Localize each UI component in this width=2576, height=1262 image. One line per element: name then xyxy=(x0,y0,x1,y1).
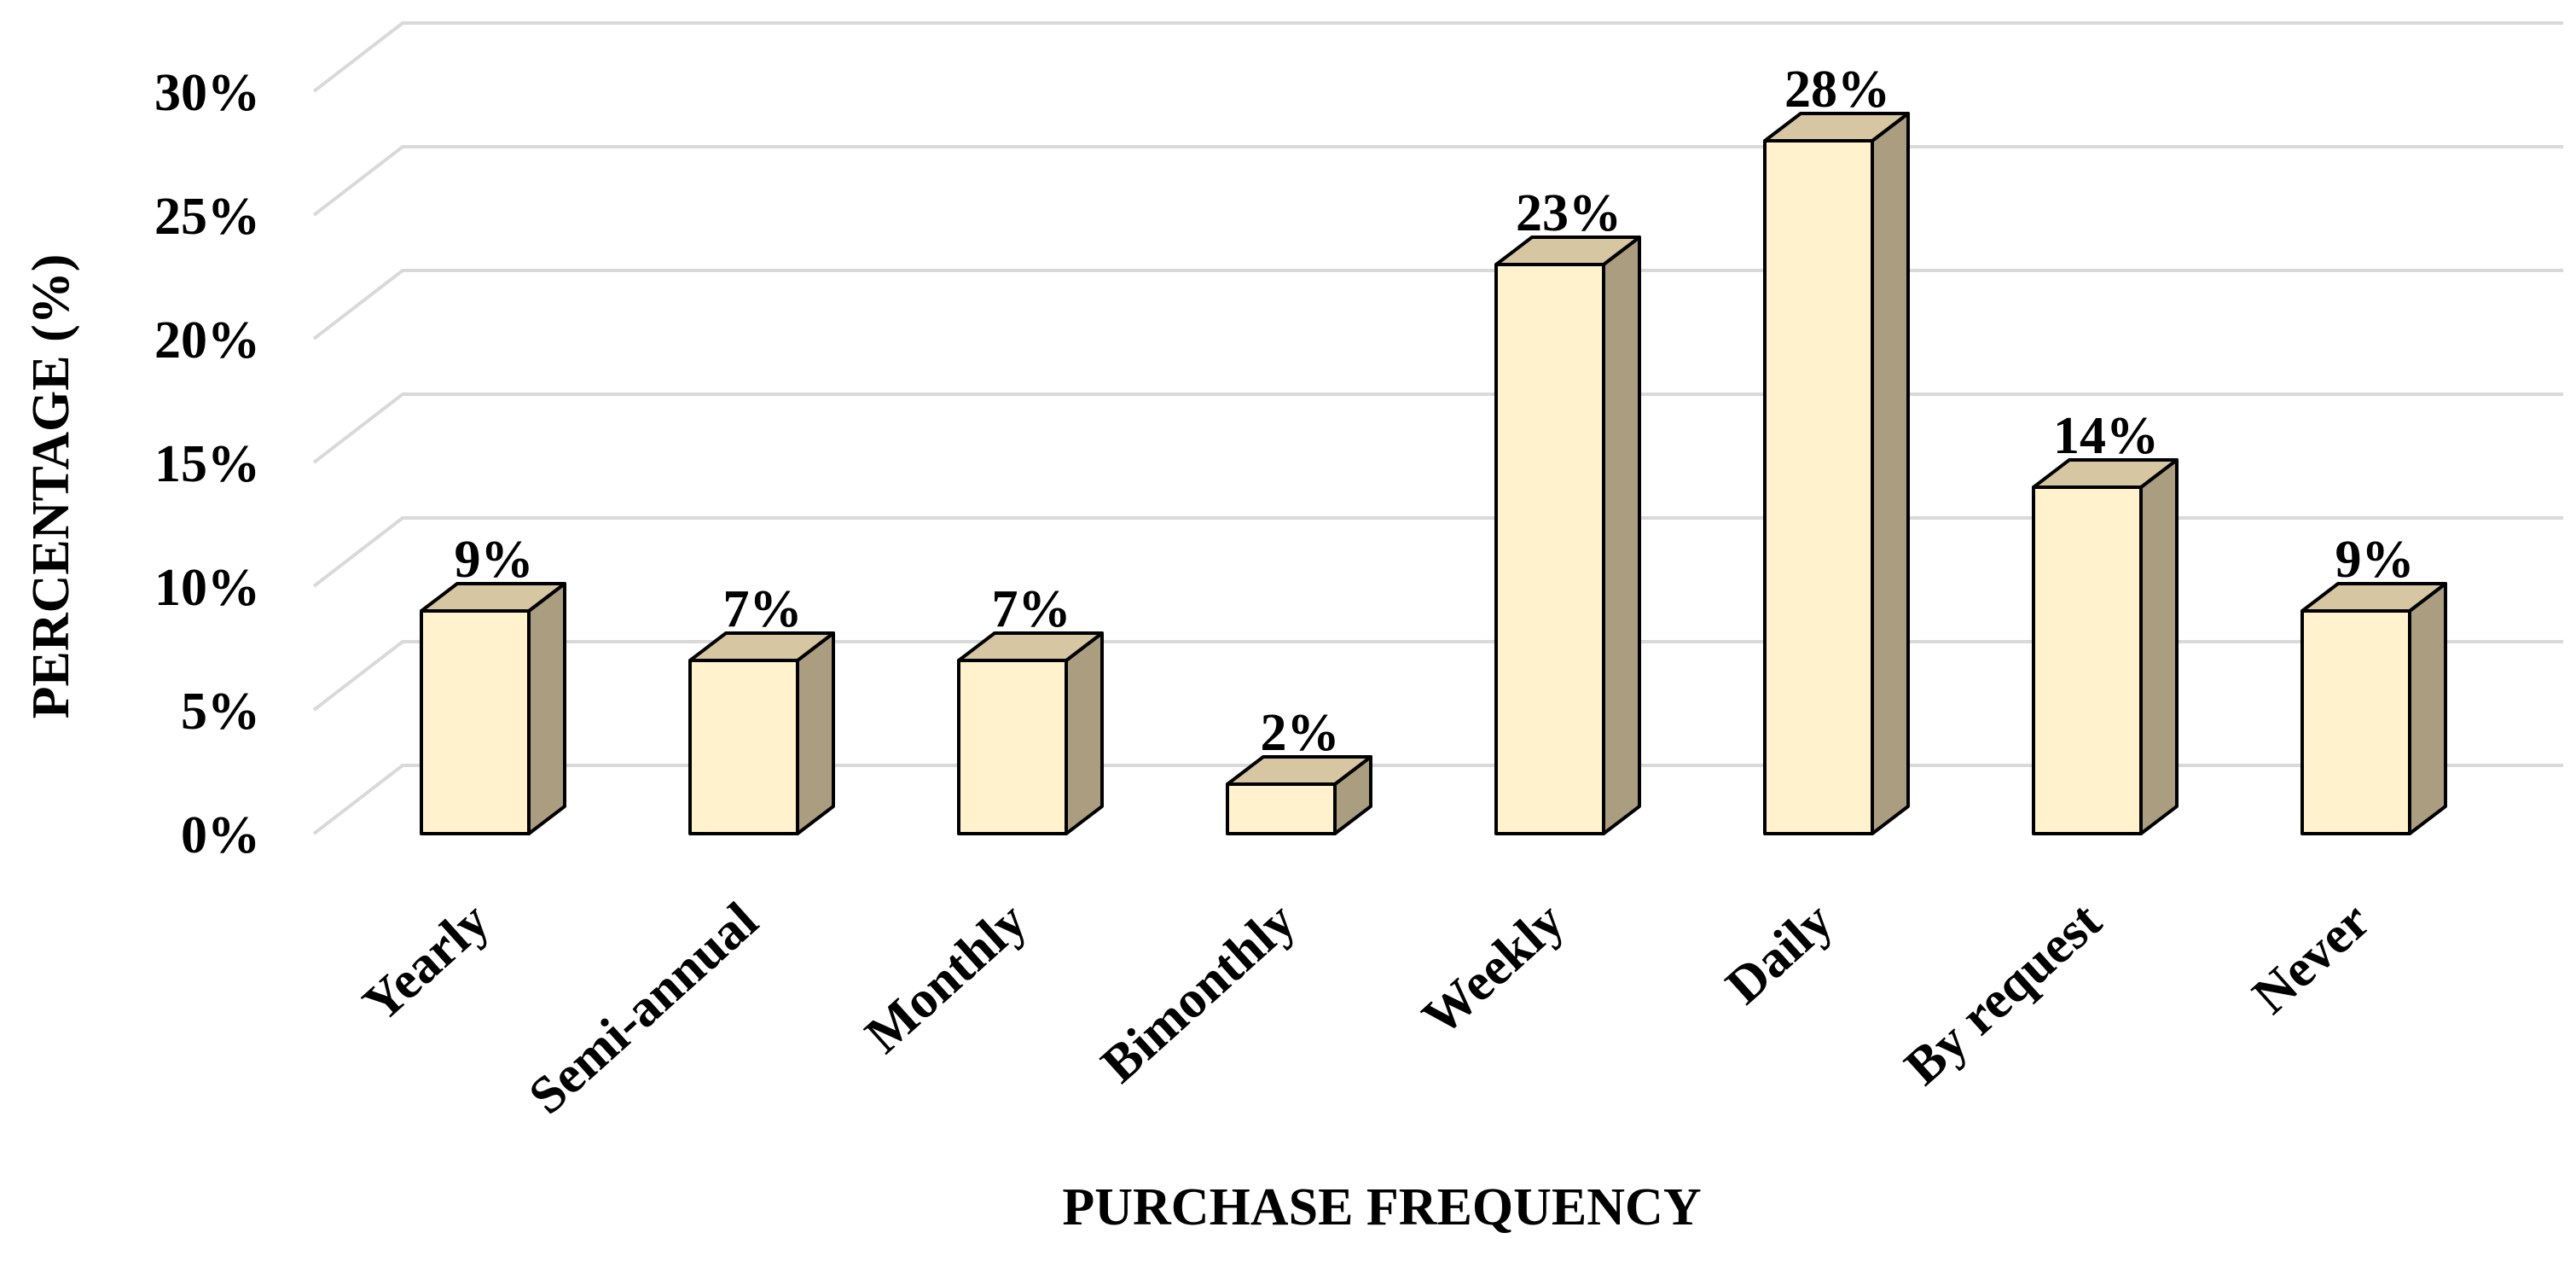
data-label: 7% xyxy=(992,580,1071,638)
bar-front xyxy=(957,659,1068,835)
bar-side xyxy=(1602,236,1641,835)
bar-front xyxy=(1494,263,1605,835)
data-label: 23% xyxy=(1516,184,1622,242)
y-tick-label: 25% xyxy=(154,188,260,246)
gridline xyxy=(312,393,2563,464)
bar-side xyxy=(1065,631,1104,835)
y-axis-ticks: 0% 5% 10% 15% 20% 25% 30% xyxy=(154,64,260,864)
bar-side xyxy=(527,582,566,835)
y-tick-label: 15% xyxy=(154,435,260,493)
data-label: 7% xyxy=(723,580,803,638)
gridline xyxy=(312,516,2563,588)
bars xyxy=(420,112,2447,835)
bar-side xyxy=(2408,582,2447,835)
x-tick-label: Bimonthly xyxy=(1090,892,1306,1094)
bar-front xyxy=(688,659,799,835)
data-label: 2% xyxy=(1261,704,1340,762)
bar xyxy=(688,631,835,835)
bar xyxy=(957,631,1104,835)
x-tick-label: Weekly xyxy=(1412,892,1575,1047)
bar-front xyxy=(420,609,531,835)
x-tick-label: Monthly xyxy=(855,892,1037,1065)
bar-side xyxy=(2139,458,2179,835)
x-tick-label: Daily xyxy=(1715,892,1843,1015)
gridline xyxy=(312,21,2563,93)
y-tick-label: 20% xyxy=(154,311,260,369)
bar xyxy=(2300,582,2447,835)
x-tick-label: Yearly xyxy=(352,892,500,1033)
x-axis-title: PURCHASE FREQUENCY xyxy=(1062,1178,1701,1236)
gridline xyxy=(312,269,2563,340)
bar xyxy=(2032,458,2179,835)
x-tick-label: Never xyxy=(2242,892,2381,1025)
y-tick-label: 0% xyxy=(181,806,260,864)
y-axis-title: PERCENTAGE (%) xyxy=(22,254,80,719)
bar-side xyxy=(1871,112,1910,835)
data-labels: 9% 7% 7% 2% 23% 28% 14% 9% xyxy=(455,61,2415,762)
gridline xyxy=(312,764,2563,835)
y-tick-label: 30% xyxy=(154,64,260,122)
data-label: 9% xyxy=(455,531,534,589)
x-axis-ticks: Yearly Semi-annual Monthly Bimonthly Weekly D… xyxy=(352,892,2381,1125)
bar xyxy=(1226,755,1372,835)
gridline xyxy=(312,640,2563,712)
bar-side xyxy=(796,631,835,835)
bar-front xyxy=(1763,139,1874,835)
bar-front xyxy=(1226,782,1337,835)
gridline xyxy=(312,145,2563,217)
bar xyxy=(420,582,566,835)
bar-front xyxy=(2032,486,2143,835)
data-label: 14% xyxy=(2053,407,2159,465)
data-label: 28% xyxy=(1784,61,1890,119)
bar xyxy=(1763,112,1910,835)
x-tick-label: By request xyxy=(1894,892,2113,1096)
y-tick-label: 5% xyxy=(181,683,260,741)
gridlines xyxy=(312,21,2563,835)
bar xyxy=(1494,236,1641,835)
bar-front xyxy=(2300,609,2411,835)
y-tick-label: 10% xyxy=(154,559,260,617)
data-label: 9% xyxy=(2335,531,2415,589)
x-tick-label: Semi-annual xyxy=(519,892,769,1125)
